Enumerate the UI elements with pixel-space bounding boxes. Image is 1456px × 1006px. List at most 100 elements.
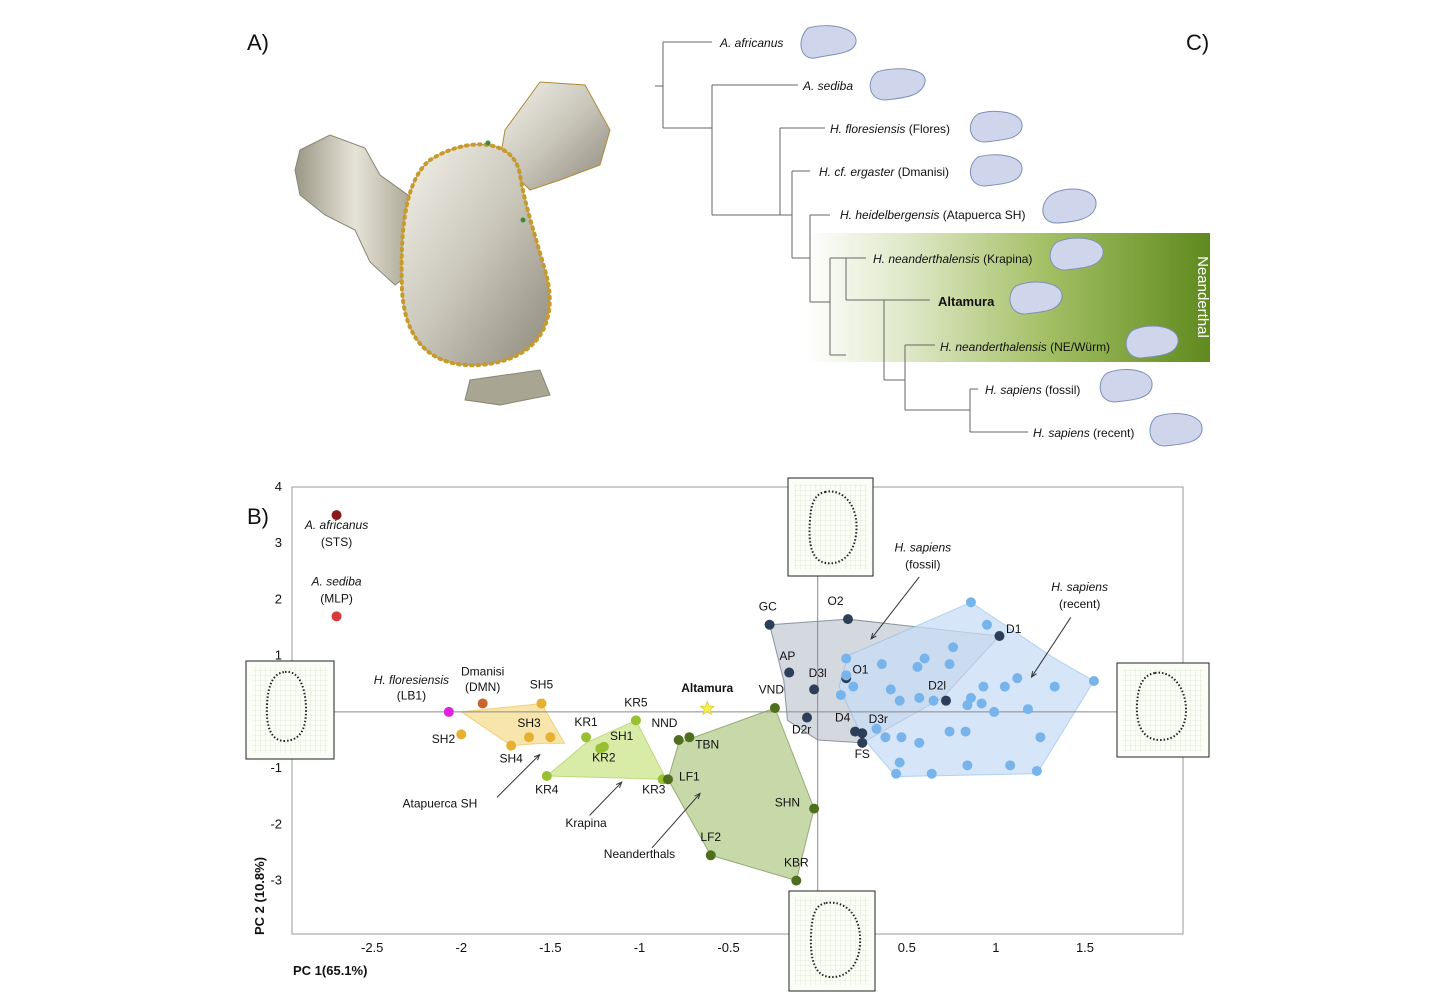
panel-label-b: B) (247, 504, 269, 529)
point-SH4 (506, 740, 517, 751)
point-NND (673, 735, 684, 746)
annotation-arrow (651, 793, 701, 849)
point-D1 (994, 631, 1005, 641)
point-r31 (960, 726, 971, 737)
point-r15 (928, 695, 939, 706)
point-label: GC (759, 600, 777, 614)
point-r36 (1031, 765, 1042, 776)
point-r20 (1049, 681, 1060, 692)
point-label: SH5 (530, 677, 554, 691)
point-D3r (857, 728, 868, 739)
point-SH3b (545, 732, 556, 743)
point-label: LF1 (679, 770, 700, 784)
panel-label-c: C) (1186, 30, 1209, 55)
point-KBR (791, 875, 802, 886)
point-KR1 (581, 732, 592, 743)
point-r38 (871, 723, 882, 734)
point-label: KR4 (535, 782, 559, 796)
point-label: (LB1) (397, 689, 426, 703)
point-label: Krapina (565, 816, 607, 830)
point-LF2 (705, 850, 716, 861)
point-label: KR1 (574, 715, 598, 729)
taxon-label: H. heidelbergensis (Atapuerca SH) (840, 208, 1025, 222)
taxon-label: H. cf. ergaster (Dmanisi) (819, 165, 949, 179)
point-label: A. sediba (311, 574, 362, 588)
point-sediba (331, 611, 342, 622)
point-label: D4 (835, 710, 851, 724)
point-r9 (835, 690, 846, 701)
point-r21 (1088, 675, 1099, 686)
x-tick-label: -2 (456, 940, 468, 955)
y-tick-label: -1 (270, 760, 282, 775)
point-label: D3r (869, 712, 888, 726)
pca-scatter-plot: A. africanus (STS) A. sediba (MLP) H. flores… (252, 479, 1184, 978)
point-labels: A. africanus (STS) A. sediba (MLP) H. flores… (304, 518, 1108, 869)
annotation-arrow (1031, 617, 1072, 678)
deformation-grid-insets (245, 477, 1210, 992)
point-label: SH3 (517, 716, 541, 730)
point-r24 (989, 706, 1000, 717)
point-VND (769, 702, 780, 713)
point-SH3 (524, 732, 535, 743)
point-label: KR3 (642, 782, 666, 796)
point-label: (fossil) (905, 558, 940, 572)
point-KR5 (630, 715, 641, 726)
point-label: AP (779, 649, 795, 663)
point-GC (764, 619, 775, 630)
axis-ticks: -2.5 -2 -1.5 -1 -0.5 0.5 1 1.5 4 3 2 1 -1 -2 -3 (270, 479, 1094, 955)
point-r18 (999, 681, 1010, 692)
point-r17 (978, 681, 989, 692)
group-hulls (459, 601, 1095, 882)
point-label: TBN (695, 737, 719, 751)
point-label: Neanderthals (604, 847, 675, 861)
point-label: VND (759, 682, 785, 696)
bone-render-illustration (294, 81, 611, 406)
outline-shapes (800, 25, 1203, 447)
neanderthal-band-label: Neanderthal (1194, 256, 1211, 338)
x-tick-label: 1 (992, 940, 999, 955)
point-SH2 (456, 729, 467, 740)
point-r25 (1022, 704, 1033, 715)
point-r23 (976, 698, 987, 709)
point-r12 (885, 684, 896, 695)
x-tick-label: 1.5 (1076, 940, 1094, 955)
point-label: KR2 (592, 750, 616, 764)
point-label: H. sapiens (894, 541, 951, 555)
taxon-label: A. sediba (802, 79, 853, 93)
point-r11 (848, 681, 859, 692)
taxon-label: Altamura (938, 294, 995, 309)
point-label: O1 (852, 663, 868, 677)
taxon-label: H. floresiensis (Flores) (830, 122, 950, 136)
annotation-arrowhead (694, 792, 701, 800)
annotation-arrow (496, 754, 541, 798)
point-r10 (841, 670, 852, 681)
point-label: NND (651, 716, 677, 730)
point-label: (STS) (321, 535, 352, 549)
point-r4 (919, 653, 930, 664)
point-r34 (891, 768, 902, 779)
x-tick-label: 0.5 (898, 940, 916, 955)
y-tick-label: 4 (275, 479, 282, 494)
y-tick-label: 1 (275, 648, 282, 663)
inset-bottom (788, 890, 876, 992)
point-r22 (962, 700, 973, 711)
point-r6 (912, 661, 923, 672)
point-AP (784, 667, 795, 678)
panel-label-a: A) (247, 30, 269, 55)
point-label: D1 (1006, 622, 1022, 636)
point-label: SHN (775, 795, 800, 809)
point-label: Atapuerca SH (403, 796, 478, 810)
phylogeny-tree: Neanderthal A. africanus A. sediba H. flor… (655, 25, 1211, 447)
point-label: (MLP) (320, 591, 353, 605)
annotation-arrows (496, 576, 1072, 849)
point-label: SH2 (432, 732, 456, 746)
point-r33 (926, 768, 937, 779)
annotation-arrowhead (615, 781, 623, 788)
point-label: A. africanus (304, 518, 368, 532)
point-D2l (940, 695, 951, 706)
y-tick-label: -2 (270, 816, 282, 831)
point-label: FS (855, 747, 870, 761)
point-r35 (1005, 760, 1016, 771)
point-TBN (684, 732, 695, 743)
annotation-arrow (870, 576, 920, 640)
